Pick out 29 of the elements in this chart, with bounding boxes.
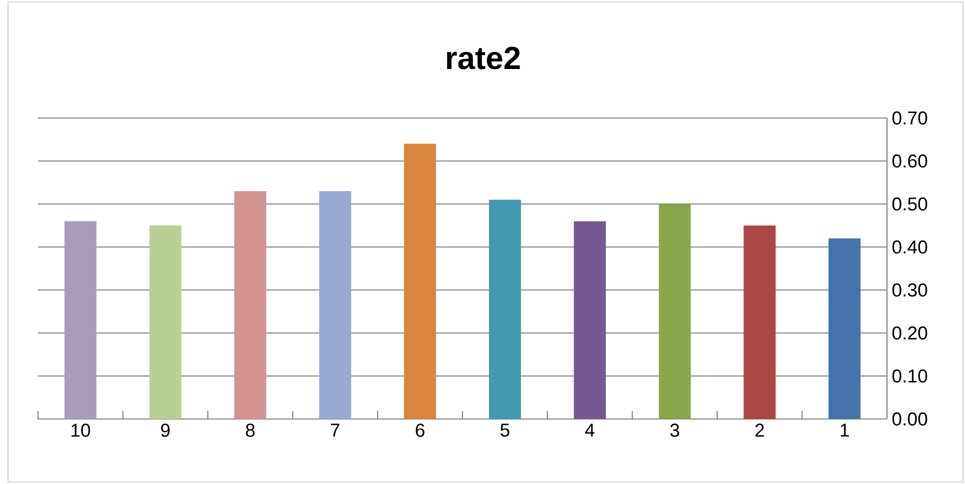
y-tick-label: 0.00 bbox=[892, 412, 928, 426]
y-tick-label: 0.20 bbox=[892, 326, 928, 340]
y-tick-label: 0.30 bbox=[892, 283, 928, 297]
y-tick-label: 0.60 bbox=[892, 154, 928, 168]
bar bbox=[149, 226, 182, 419]
chart-title: rate2 bbox=[447, 46, 520, 70]
bar bbox=[319, 191, 352, 419]
y-tick-label: 0.40 bbox=[892, 240, 928, 254]
y-tick-label: 0.50 bbox=[892, 197, 928, 211]
bar bbox=[574, 221, 606, 419]
bar bbox=[658, 204, 691, 419]
x-tick-label: 4 bbox=[585, 424, 594, 436]
bar bbox=[828, 238, 861, 419]
bar bbox=[64, 221, 96, 419]
x-tick-label: 8 bbox=[246, 424, 255, 437]
y-tick-label: 0.10 bbox=[892, 369, 928, 383]
x-tick-label: 7 bbox=[330, 424, 340, 436]
x-tick-label: 2 bbox=[755, 424, 764, 437]
bar bbox=[488, 200, 521, 419]
x-tick-label: 3 bbox=[670, 424, 680, 437]
bar bbox=[404, 144, 436, 419]
x-tick-label: 6 bbox=[416, 424, 424, 437]
bar bbox=[234, 191, 266, 419]
x-tick-label: 1 bbox=[840, 424, 849, 436]
bar bbox=[744, 226, 776, 419]
y-tick-label: 0.70 bbox=[892, 111, 928, 125]
x-tick-label: 10 bbox=[72, 424, 90, 437]
x-tick-label: 5 bbox=[500, 424, 510, 437]
x-tick-label: 9 bbox=[161, 424, 170, 437]
